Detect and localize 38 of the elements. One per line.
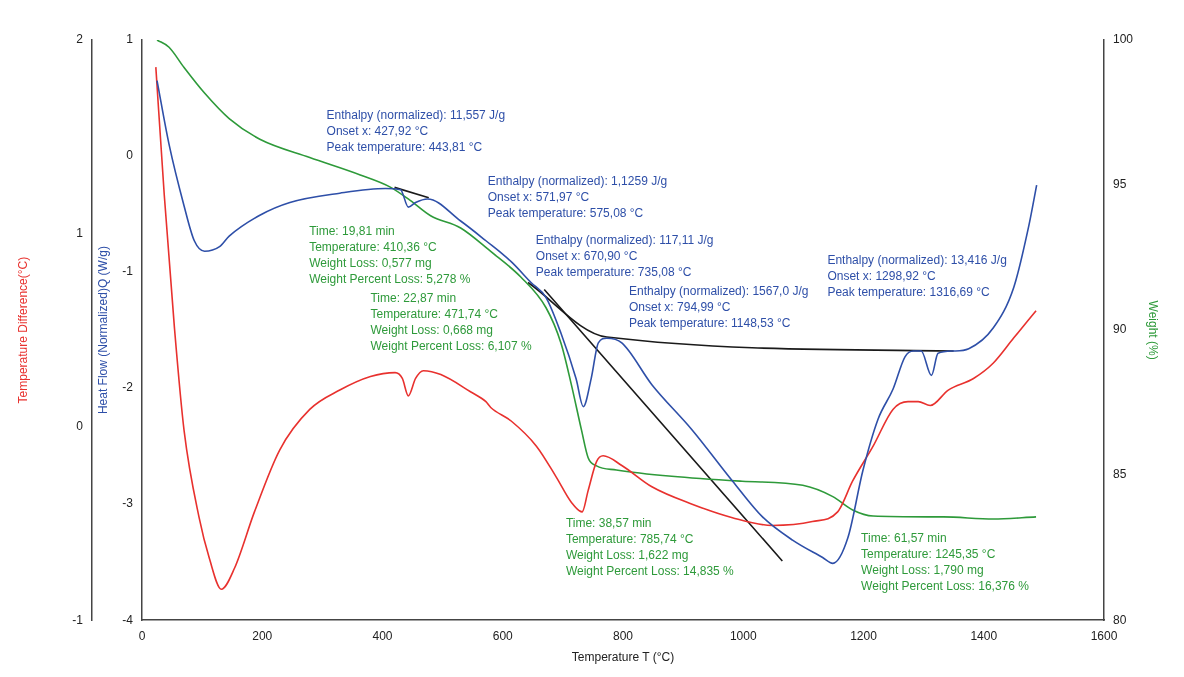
annotation: Enthalpy (normalized): 11,557 J/g Onset x: 427,92 °C Peak temperature: 443,81 °C	[326, 107, 506, 154]
y2-tick-label: 85	[1113, 467, 1127, 482]
x-axis-title: Temperature T (°C)	[571, 650, 675, 665]
line-series	[156, 40, 1037, 520]
y3-tick-label: -1	[72, 612, 84, 627]
y2-axis-title: Weight (%)	[1146, 300, 1161, 360]
y2-tick-label: 90	[1113, 322, 1127, 337]
annotation: Time: 61,57 min Temperature: 1245,35 °C Weight Loss: 1,790 mg Weight Percent Loss: 16,376 %	[861, 531, 1030, 594]
y3-tick-label: 1	[76, 225, 84, 240]
x-tick-label: 600	[492, 628, 514, 643]
y3-axis-title: Temperature Difference(°C)	[15, 256, 30, 404]
annotation: Enthalpy (normalized): 13,416 J/g Onset x: 1298,92 °C Peak temperature: 1316,69 °C	[827, 252, 1007, 299]
annotation: Enthalpy (normalized): 1567,0 J/g Onset x: 794,99 °C Peak temperature: 1148,53 °C	[629, 284, 809, 331]
y2-tick-label: 95	[1113, 177, 1127, 192]
y-tick-label: -4	[122, 612, 134, 627]
x-tick-label: 800	[612, 628, 634, 643]
y-tick-label: -3	[122, 496, 134, 511]
x-tick-label: 0	[138, 628, 146, 643]
x-tick-label: 400	[372, 628, 393, 643]
annotation: Time: 38,57 min Temperature: 785,74 °C Weight Loss: 1,622 mg Weight Percent Loss: 14,835 %	[565, 516, 735, 579]
x-tick-label: 1200	[850, 628, 878, 643]
annotation: Time: 22,87 min Temperature: 471,74 °C Weight Loss: 0,668 mg Weight Percent Loss: 6,107 %	[370, 291, 533, 354]
y-axis-title: Heat Flow (Normalized)Q (W/g)	[95, 246, 110, 415]
y-tick-label: 1	[126, 32, 134, 47]
x-tick-label: 1600	[1090, 628, 1118, 643]
y3-tick-label: 0	[76, 419, 84, 434]
annotation: Enthalpy (normalized): 1,1259 J/g Onset x: 571,97 °C Peak temperature: 575,08 °C	[487, 174, 668, 221]
y2-tick-label: 100	[1113, 32, 1134, 47]
annotation: Enthalpy (normalized): 117,11 J/g Onset x: 670,90 °C Peak temperature: 735,08 °C	[535, 233, 714, 280]
y3-tick-label: 2	[76, 32, 84, 47]
x-tick-label: 1400	[970, 628, 998, 643]
x-tick-label: 200	[252, 628, 273, 643]
y-tick-label: -2	[122, 380, 134, 395]
x-tick-label: 1000	[729, 628, 757, 643]
y-tick-label: -1	[122, 264, 134, 279]
y2-tick-label: 80	[1113, 612, 1127, 627]
annotation: Time: 19,81 min Temperature: 410,36 °C Weight Loss: 0,577 mg Weight Percent Loss: 5,278 %	[309, 223, 471, 286]
y-tick-label: 0	[126, 148, 134, 163]
